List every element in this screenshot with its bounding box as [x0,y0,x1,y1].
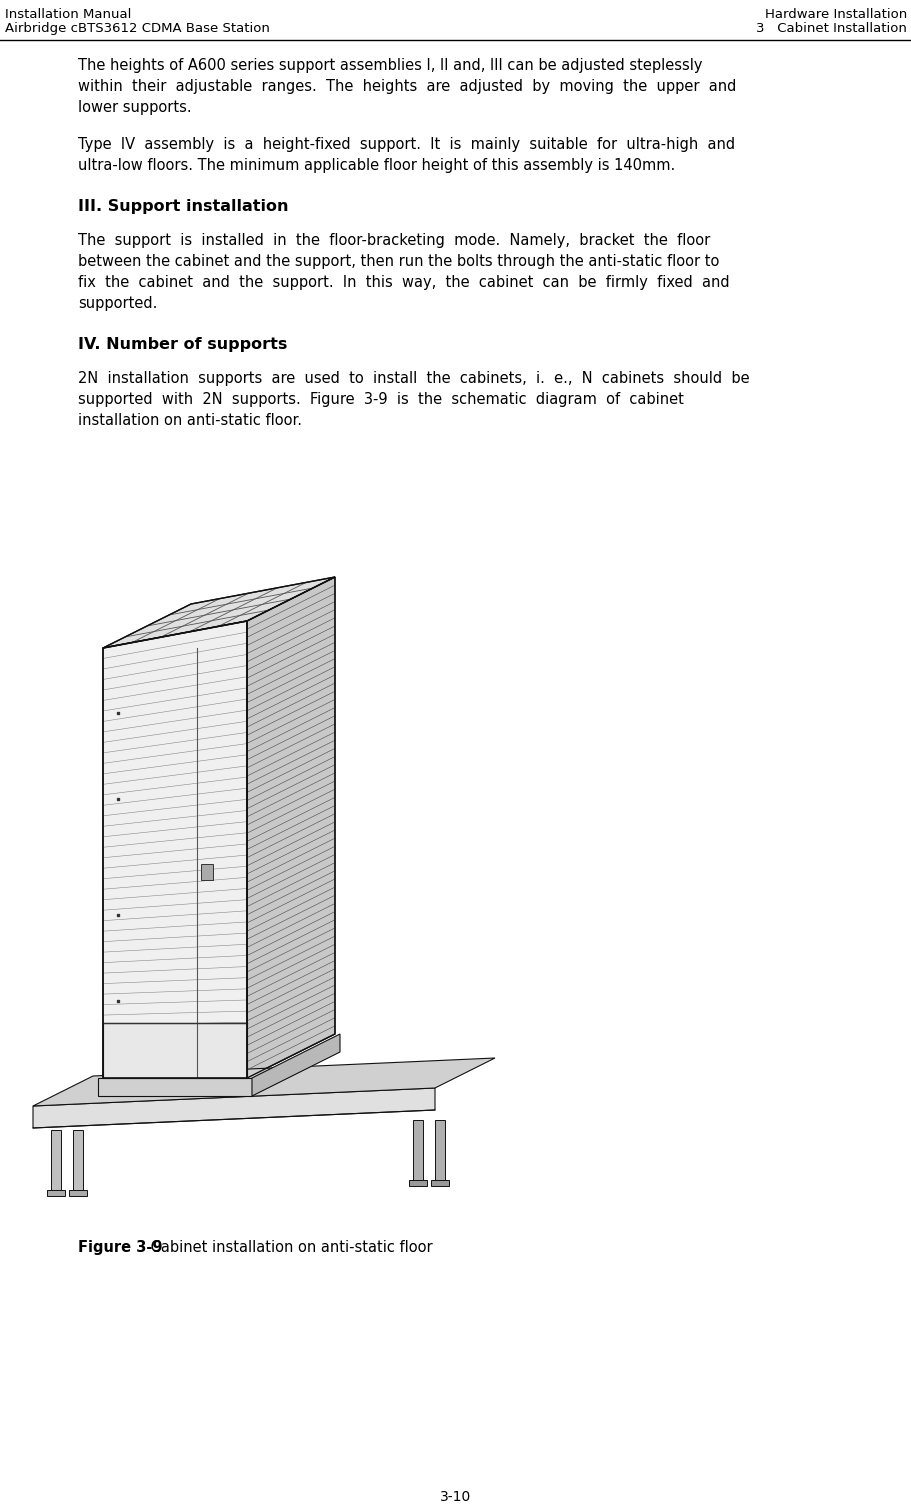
Polygon shape [251,1034,340,1095]
Polygon shape [413,1120,423,1180]
Polygon shape [200,864,212,879]
Text: 3-10: 3-10 [440,1490,471,1503]
Text: fix  the  cabinet  and  the  support.  In  this  way,  the  cabinet  can  be  fi: fix the cabinet and the support. In this… [78,275,729,290]
Text: supported.: supported. [78,296,158,311]
Polygon shape [435,1120,445,1180]
Text: 2N  installation  supports  are  used  to  install  the  cabinets,  i.  e.,  N  : 2N installation supports are used to ins… [78,372,749,385]
Text: IV. Number of supports: IV. Number of supports [78,337,287,352]
Polygon shape [69,1191,87,1197]
Polygon shape [33,1058,495,1106]
Text: installation on anti-static floor.: installation on anti-static floor. [78,413,302,428]
Polygon shape [47,1191,65,1197]
Polygon shape [51,1130,61,1191]
Text: The heights of A600 series support assemblies I, II and, III can be adjusted ste: The heights of A600 series support assem… [78,57,701,73]
Text: The  support  is  installed  in  the  floor-bracketing  mode.  Namely,  bracket : The support is installed in the floor-br… [78,233,710,248]
Text: 3   Cabinet Installation: 3 Cabinet Installation [755,23,906,35]
Text: Airbridge cBTS3612 CDMA Base Station: Airbridge cBTS3612 CDMA Base Station [5,23,270,35]
Text: Type  IV  assembly  is  a  height-fixed  support.  It  is  mainly  suitable  for: Type IV assembly is a height-fixed suppo… [78,138,734,153]
Polygon shape [33,1074,415,1106]
Text: supported  with  2N  supports.  Figure  3-9  is  the  schematic  diagram  of  ca: supported with 2N supports. Figure 3-9 i… [78,391,683,406]
Polygon shape [431,1180,448,1186]
Polygon shape [103,577,334,648]
Polygon shape [103,1023,247,1077]
Polygon shape [73,1130,83,1191]
Polygon shape [33,1088,435,1129]
Text: Cabinet installation on anti-static floor: Cabinet installation on anti-static floo… [146,1241,432,1256]
Text: between the cabinet and the support, then run the bolts through the anti-static : between the cabinet and the support, the… [78,254,719,269]
Polygon shape [103,621,247,1077]
Polygon shape [97,1077,251,1095]
Text: ultra-low floors. The minimum applicable floor height of this assembly is 140mm.: ultra-low floors. The minimum applicable… [78,159,674,172]
Text: lower supports.: lower supports. [78,100,191,115]
Text: Installation Manual: Installation Manual [5,8,131,21]
Polygon shape [408,1180,426,1186]
Polygon shape [247,577,334,1077]
Text: III. Support installation: III. Support installation [78,199,288,215]
Text: within  their  adjustable  ranges.  The  heights  are  adjusted  by  moving  the: within their adjustable ranges. The heig… [78,79,735,94]
Text: Hardware Installation: Hardware Installation [764,8,906,21]
Text: Figure 3-9: Figure 3-9 [78,1241,162,1256]
